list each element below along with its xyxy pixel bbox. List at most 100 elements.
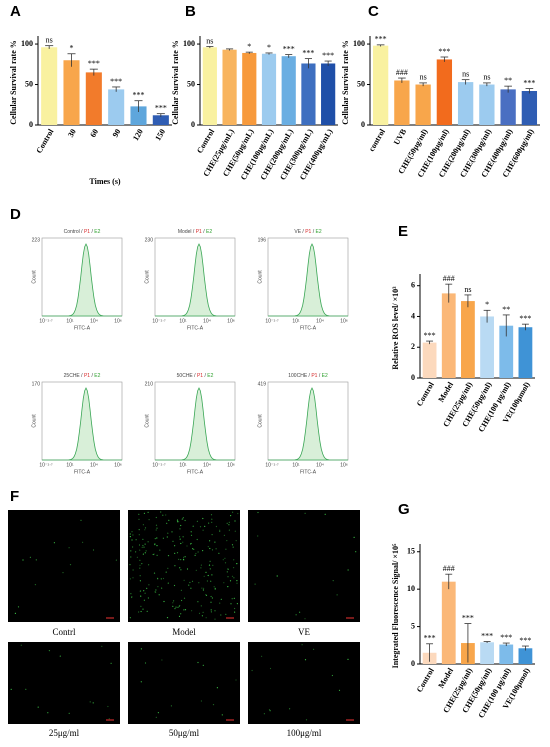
fluorescent-spot	[178, 605, 180, 607]
fluorescent-spot	[179, 528, 181, 530]
fluorescent-spot	[179, 536, 181, 538]
micrograph	[8, 642, 120, 724]
bar	[480, 316, 494, 378]
fluorescent-spot	[47, 712, 49, 714]
gate: E2	[322, 373, 328, 379]
fluorescent-spot	[332, 580, 334, 582]
fluorescent-spot	[183, 579, 185, 581]
fluorescent-spot	[154, 591, 156, 593]
bar	[441, 293, 456, 378]
fluorescent-spot	[183, 597, 186, 599]
gate: P1	[84, 373, 90, 379]
fluorescent-spot	[172, 602, 174, 604]
gate: E2	[207, 373, 213, 379]
fluorescent-spot	[17, 606, 20, 608]
x-tick-label: 10¹	[292, 462, 300, 468]
gate: E2	[94, 373, 100, 379]
fluorescent-spot	[136, 556, 138, 558]
fluorescent-spot	[115, 559, 117, 561]
fluorescent-spot	[195, 569, 197, 572]
fluorescent-spot	[220, 598, 222, 600]
fluorescent-spot	[223, 582, 225, 584]
y-max-label: 210	[145, 381, 154, 387]
bar	[202, 47, 217, 125]
fluorescent-spot	[193, 548, 195, 550]
fluorescent-spot	[189, 581, 191, 584]
y-tick-label: 0	[29, 120, 33, 129]
x-tick-label: 10⁴	[90, 318, 98, 324]
y-max-label: 230	[145, 237, 154, 243]
fluorescent-spot	[269, 667, 272, 670]
fluorescent-spot	[226, 571, 228, 573]
fluorescent-spot	[172, 540, 174, 542]
y-axis-title: Cellular Survival rate %	[9, 40, 18, 125]
fluorescent-spot	[313, 648, 315, 650]
bar	[85, 72, 102, 125]
x-tick-label: 10⁶	[114, 462, 122, 468]
fluorescent-spot	[180, 559, 182, 561]
fluorescent-spot	[167, 567, 169, 569]
fluorescent-spot	[131, 531, 133, 533]
fluorescent-spot	[138, 611, 140, 613]
fluorescent-spot	[10, 688, 12, 691]
fluorescent-spot	[197, 551, 199, 553]
separator: /	[80, 373, 84, 379]
fluorescent-spot	[132, 577, 134, 579]
fluorescent-spot	[182, 536, 184, 538]
fluorescent-spot	[212, 704, 215, 706]
fluorescent-spot	[173, 584, 176, 587]
bar	[518, 327, 533, 378]
fluorescent-spot	[233, 577, 235, 579]
fluorescent-spot	[201, 587, 203, 589]
fluorescent-spot	[227, 586, 229, 588]
fluorescent-spot	[135, 551, 137, 553]
fluorescent-spot	[14, 612, 16, 615]
separator: /	[80, 229, 84, 235]
fluorescent-spot	[170, 705, 172, 707]
fluorescent-spot	[202, 550, 204, 552]
fluorescent-spot	[159, 549, 161, 551]
bar	[242, 52, 257, 126]
image-label: Model	[172, 627, 196, 637]
fluorescent-spot	[160, 511, 162, 513]
fluorescent-spot	[196, 538, 198, 541]
fluorescent-spot	[232, 546, 234, 548]
fluorescent-spot	[200, 564, 202, 566]
fluorescent-spot	[198, 582, 200, 584]
fluorescent-spot	[235, 540, 237, 542]
fluorescent-spot	[190, 543, 192, 545]
fluorescent-spot	[269, 710, 271, 712]
fluorescent-spot	[101, 645, 103, 648]
fluorescent-spot	[180, 569, 182, 571]
fluorescent-spot	[160, 578, 162, 580]
fluorescent-spot	[205, 617, 207, 619]
fluorescent-spot	[295, 614, 297, 616]
y-max-label: 223	[32, 237, 41, 243]
fluorescent-spot	[191, 610, 193, 612]
fluorescent-spot	[131, 539, 133, 541]
plot-title: 100CHE / P1 / E2	[288, 373, 328, 379]
bar	[222, 49, 237, 125]
fluorescent-spot	[226, 522, 228, 524]
x-axis-title: FITC-A	[300, 325, 317, 331]
fluorescent-spot	[202, 664, 204, 666]
fluorescent-spot	[222, 559, 224, 561]
fluorescent-spot	[154, 538, 156, 540]
fluorescent-spot	[148, 519, 150, 521]
fluorescent-spot	[229, 580, 232, 582]
fluorescent-spot	[251, 669, 253, 672]
bar	[480, 642, 494, 664]
fluorescent-spot	[219, 602, 221, 604]
x-tick-label: 10⁻¹·⁷	[152, 318, 166, 324]
fluorescent-spot	[212, 564, 214, 566]
fluorescent-spot	[188, 584, 190, 586]
fluorescent-spot	[162, 537, 164, 539]
fluorescent-spot	[237, 512, 239, 515]
separator: /	[317, 373, 321, 379]
fluorescent-spot	[234, 520, 236, 522]
fluorescent-spot	[155, 524, 158, 526]
fluorescent-spot	[236, 563, 238, 565]
fluorescent-spot	[139, 567, 141, 569]
significance: *	[247, 42, 251, 51]
